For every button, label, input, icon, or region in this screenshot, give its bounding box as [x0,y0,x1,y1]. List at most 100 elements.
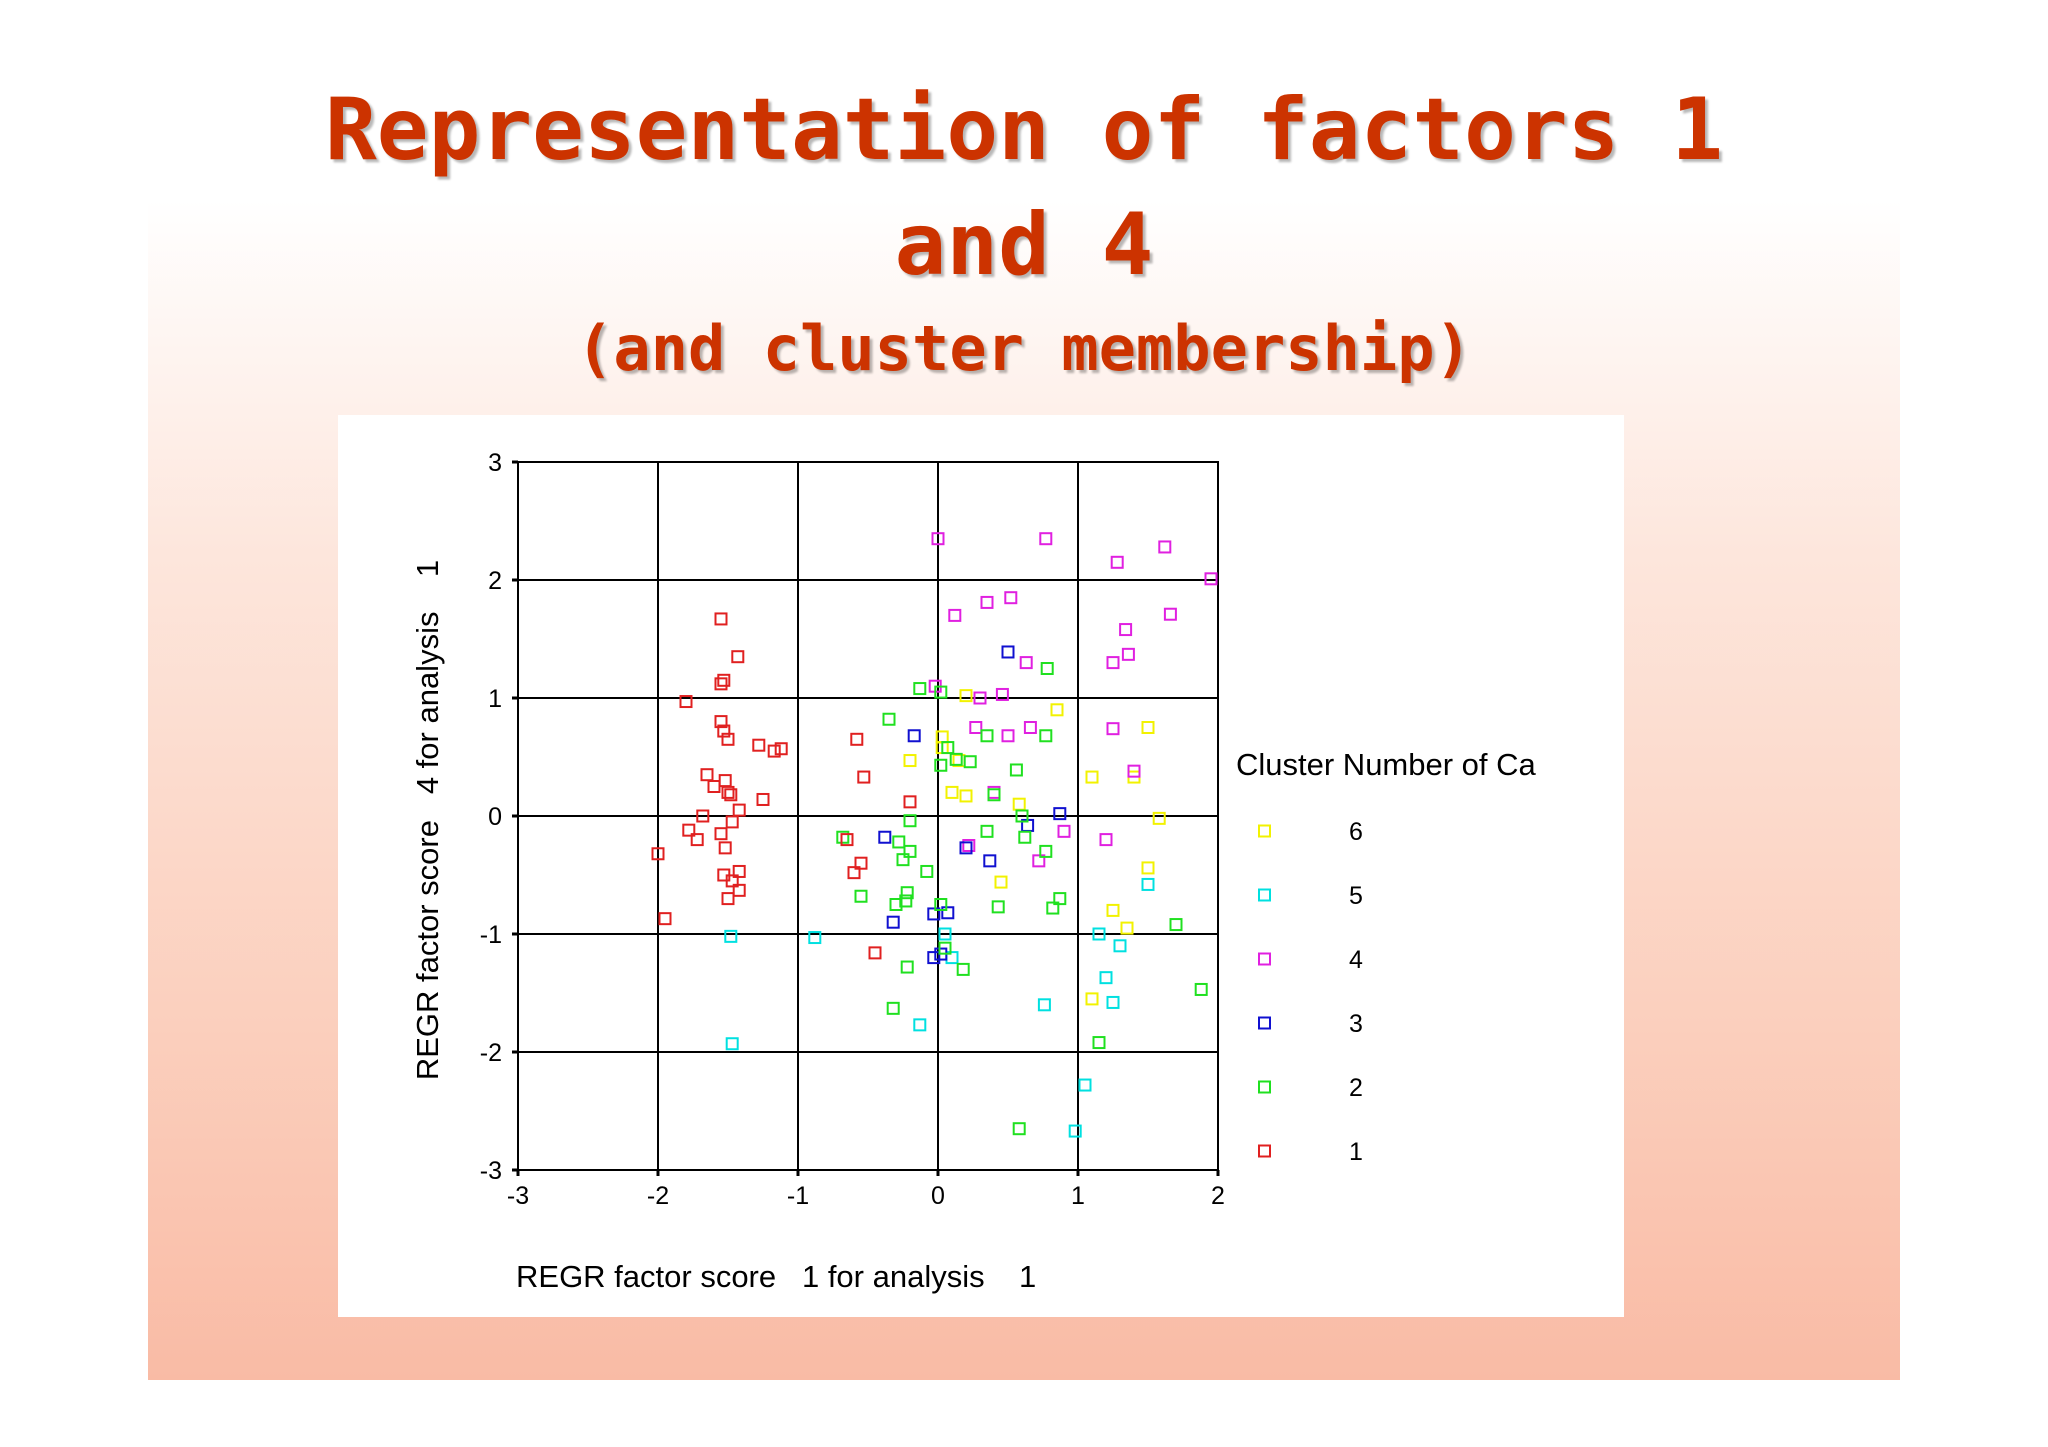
data-point [700,768,714,782]
data-point [980,729,994,743]
data-point [959,841,973,855]
data-point [732,864,746,878]
data-point [886,915,900,929]
data-point [850,732,864,746]
data-point [1039,844,1053,858]
data-point [931,532,945,546]
legend-label: 6 [1349,818,1363,846]
data-point [725,1037,739,1051]
data-point [934,685,948,699]
data-point [949,752,963,766]
data-point [682,823,696,837]
data-point [938,941,952,955]
data-point [1106,903,1120,917]
data-point [934,758,948,772]
data-point [900,960,914,974]
data-point [731,650,745,664]
grid-lines [518,462,1218,1170]
axis-ticks: -3 -2 -1 0 1 2 3 2 1 0 -1 -2 -3 [480,449,1225,1210]
series-cluster-6 [903,689,1166,1006]
scatter-chart: -3 -2 -1 0 1 2 3 2 1 0 -1 -2 -3 REGR factor score 1 … [410,449,1537,1294]
data-point [1099,971,1113,985]
legend-title: Cluster Number of Ca [1236,747,1537,782]
data-point [1032,854,1046,868]
data-point [732,803,746,817]
y-tick-label: 2 [488,567,502,595]
data-point [1106,995,1120,1009]
slide-subtitle: (and cluster membership) [576,312,1472,385]
data-point [941,741,955,755]
data-point [714,677,728,691]
data-point [857,770,871,784]
data-point [927,907,941,921]
data-point [1127,764,1141,778]
data-point [948,608,962,622]
data-point [1019,656,1033,670]
data-point [991,900,1005,914]
data-point [959,689,973,703]
data-point [1141,877,1155,891]
x-axis-title: REGR factor score 1 for analysis 1 [516,1259,1036,1294]
data-point [1141,861,1155,875]
data-point [882,712,896,726]
data-point [1050,703,1064,717]
legend-marker [1258,824,1271,838]
data-point [963,755,977,769]
legend: Cluster Number of Ca 6 5 4 3 2 1 [1236,747,1537,1166]
data-point [973,691,987,705]
data-point [707,780,721,793]
data-point [1004,591,1018,605]
legend-items: 6 5 4 3 2 1 [1258,818,1363,1166]
data-point [721,785,735,799]
data-point [938,927,952,941]
data-point [903,795,917,809]
data-point [717,724,731,738]
data-point [899,894,913,908]
data-point [962,839,976,852]
series-cluster-1 [651,612,917,960]
legend-label: 1 [1349,1138,1363,1166]
x-tick-label: -2 [647,1182,669,1210]
data-point [995,687,1009,701]
y-tick-label: -3 [480,1157,502,1185]
data-point [1039,729,1053,743]
data-point [721,732,735,746]
data-point [756,792,770,806]
data-point [934,898,948,911]
data-point [1120,921,1134,935]
data-point [1121,647,1135,661]
data-point [920,864,934,878]
data-point [725,874,739,888]
data-point [1012,1122,1026,1136]
legend-marker [1258,1016,1271,1030]
legend-marker [1258,952,1271,966]
legend-label: 2 [1349,1074,1363,1102]
data-point [696,809,710,823]
data-point [690,833,704,847]
data-point [913,1018,927,1032]
data-point [808,931,822,945]
y-tick-label: 0 [488,803,502,831]
data-point [1141,721,1155,734]
data-point [721,892,735,906]
chart-panel: -3 -2 -1 0 1 2 3 2 1 0 -1 -2 -3 REGR factor score 1 … [338,415,1624,1317]
slide-title-line-2: and 4 [894,195,1154,295]
data-point [1023,721,1037,734]
data-point [1009,763,1023,777]
legend-label: 5 [1349,882,1363,910]
data-point [732,883,746,897]
data-point [1085,770,1099,784]
data-point [1092,1036,1106,1050]
legend-label: 3 [1349,1010,1363,1038]
x-tick-label: 0 [931,1182,945,1210]
data-point [1015,809,1029,823]
series-cluster-3 [878,645,1067,965]
data-point [892,835,906,849]
y-tick-label: -2 [480,1039,502,1067]
data-point [913,682,927,696]
data-point [724,929,738,943]
data-point [1119,623,1133,637]
data-point [903,754,917,768]
y-tick-label: 1 [488,685,502,713]
data-point [1057,824,1071,838]
